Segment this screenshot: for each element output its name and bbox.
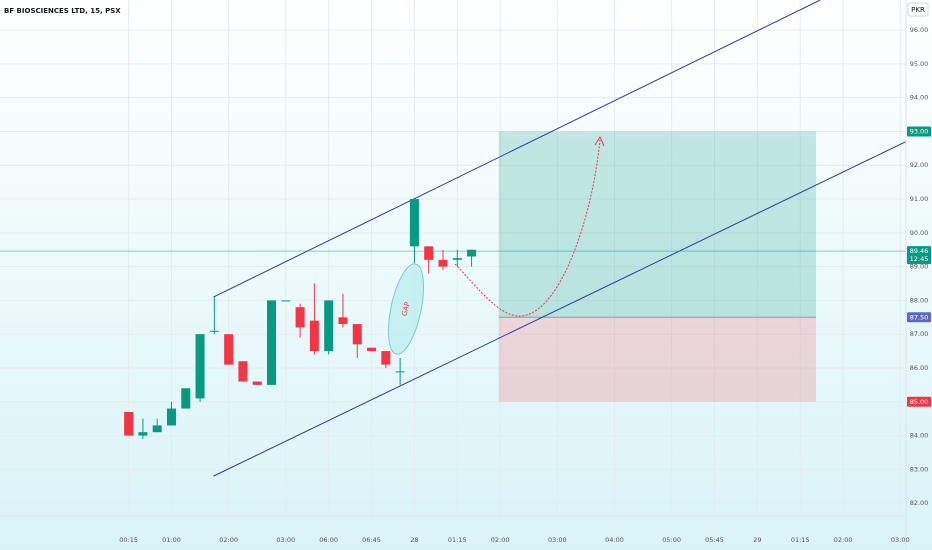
- y-tick-label: 86.00: [910, 364, 929, 372]
- candle-body: [281, 300, 291, 302]
- x-tick-label: 00:15: [119, 536, 138, 544]
- currency: PKR: [911, 6, 925, 14]
- y-tick-label: 83.00: [910, 465, 929, 473]
- price-label: 85.00: [910, 398, 929, 406]
- price-label: 87.50: [910, 313, 929, 321]
- projection-curve: [454, 139, 601, 317]
- candle-body: [152, 425, 162, 433]
- candle-body: [295, 307, 305, 328]
- price-label-box: [907, 126, 931, 137]
- candle-body: [195, 334, 205, 399]
- candle-body: [338, 317, 348, 325]
- candle-body: [209, 330, 219, 332]
- candle-body: [395, 371, 405, 373]
- axis-labels: 82.00 83.00 84.00 85.00 86.00 87.00 88.00 89.00…: [119, 26, 931, 544]
- x-tick-label: 01:00: [162, 536, 181, 544]
- y-tick-label: 91.00: [910, 195, 929, 203]
- y-tick-label: 92.00: [910, 161, 929, 169]
- candle-body: [452, 258, 462, 260]
- y-tick-label: 82.00: [910, 499, 929, 507]
- candle-body: [467, 249, 477, 257]
- price-label: 89.46: [910, 247, 929, 255]
- candle-body: [252, 381, 262, 385]
- candle-body: [138, 432, 148, 436]
- x-tick-label: 28: [410, 536, 418, 544]
- candle-body: [267, 300, 277, 385]
- target-zone: [498, 131, 816, 318]
- x-tick-label: 02:00: [491, 536, 510, 544]
- price-label: 93.00: [910, 127, 929, 135]
- x-tick-label: 03:00: [276, 536, 295, 544]
- channel-line: [213, 0, 821, 298]
- candle-body: [367, 347, 377, 352]
- candle-body: [166, 408, 176, 426]
- gap-ellipse: [387, 263, 425, 355]
- y-tick-label: 89.00: [910, 263, 929, 271]
- y-tick-label: 95.00: [910, 60, 929, 68]
- candle-body: [181, 388, 191, 409]
- candle-body: [309, 320, 319, 352]
- currency-box: [907, 2, 929, 17]
- y-tick-label: 94.00: [910, 94, 929, 102]
- x-tick-label: 05:00: [662, 536, 681, 544]
- price-label-box: [907, 396, 931, 407]
- x-tick-label: 01:15: [791, 536, 810, 544]
- candle-body: [424, 246, 434, 260]
- countdown: 12:45: [910, 255, 929, 263]
- x-tick-label: 05:45: [705, 536, 724, 544]
- candle-body: [381, 351, 391, 365]
- x-tick-label: 03:00: [548, 536, 567, 544]
- x-tick-label: 01:15: [448, 536, 467, 544]
- y-tick-label: 84.00: [910, 432, 929, 440]
- x-tick-label: 02:00: [834, 536, 853, 544]
- x-tick-label: 06:45: [362, 536, 381, 544]
- candle-body: [224, 334, 234, 365]
- candle-body: [324, 300, 334, 352]
- candle-body: [409, 199, 419, 247]
- candles: [124, 199, 477, 439]
- x-tick-label: 29: [753, 536, 761, 544]
- x-tick-label: 02:00: [219, 536, 238, 544]
- projection-arrowhead: [594, 135, 605, 147]
- y-tick-label: 90.00: [910, 229, 929, 237]
- candle-body: [124, 411, 134, 436]
- candle-body: [352, 324, 362, 345]
- stop-zone: [498, 317, 816, 402]
- x-tick-label: 03:00: [891, 536, 910, 544]
- drawings: [0, 0, 906, 477]
- y-tick-label: 88.00: [910, 296, 929, 304]
- channel-line: [213, 141, 906, 477]
- price-label-box: [907, 312, 931, 323]
- y-tick-label: 96.00: [910, 26, 929, 34]
- x-tick-label: 04:00: [605, 536, 624, 544]
- price-label-box: [907, 246, 931, 265]
- gap-label: GAP: [400, 301, 411, 317]
- candle-body: [238, 361, 248, 382]
- y-tick-label: 87.00: [910, 330, 929, 338]
- position-zones: [498, 131, 816, 402]
- x-tick-label: 06:00: [319, 536, 338, 544]
- chart-title: BF BIOSCIENCES LTD, 15, PSX: [4, 7, 121, 15]
- candle-body: [438, 259, 448, 267]
